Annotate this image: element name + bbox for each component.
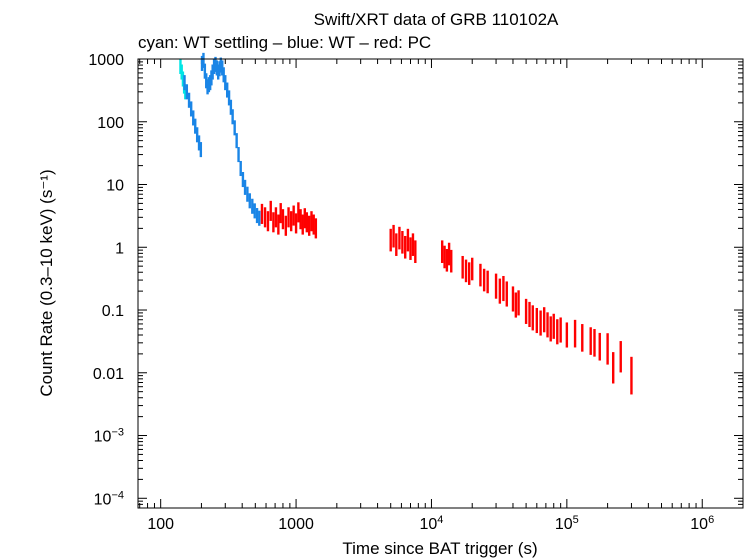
x-tick-label: 105: [555, 514, 579, 533]
x-tick-label-exponent: 4: [437, 514, 443, 526]
y-tick-label: 10: [106, 178, 124, 195]
x-tick-label-exponent: 5: [573, 514, 579, 526]
y-tick-label: 1: [115, 240, 124, 257]
y-tick-label-exponent: −3: [111, 427, 124, 439]
y-tick-label: 0.01: [93, 366, 124, 383]
y-tick-label: 1000: [88, 52, 124, 69]
x-tick-label: 104: [419, 514, 443, 533]
x-axis-label: Time since BAT trigger (s): [342, 539, 537, 558]
y-tick-label: 10−4: [94, 489, 124, 508]
x-tick-label-exponent: 6: [708, 514, 714, 526]
x-tick-label-base: 10: [555, 516, 573, 533]
x-tick-label: 1000: [278, 516, 314, 533]
chart-title: Swift/XRT data of GRB 110102A: [314, 10, 559, 29]
plot-frame: [137, 58, 744, 509]
y-tick-label: 10−3: [94, 427, 124, 446]
y-axis-label: Count Rate (0.3–10 keV) (s⁻¹): [37, 169, 56, 396]
y-tick-label: 100: [97, 115, 124, 132]
y-tick-label-exponent: −4: [111, 489, 124, 501]
x-tick-label-base: 10: [690, 516, 708, 533]
x-tick-label: 106: [690, 514, 714, 533]
y-tick-label-base: 10: [94, 491, 112, 508]
y-tick-label: 0.1: [102, 303, 124, 320]
y-tick-label-base: 10: [94, 429, 112, 446]
x-tick-label: 100: [147, 516, 174, 533]
plot-area: 100 1000 104 105 10610001001010.10.0110−310−…: [88, 52, 744, 533]
chart-subtitle: cyan: WT settling – blue: WT – red: PC: [138, 33, 431, 52]
x-tick-label-base: 10: [419, 516, 437, 533]
